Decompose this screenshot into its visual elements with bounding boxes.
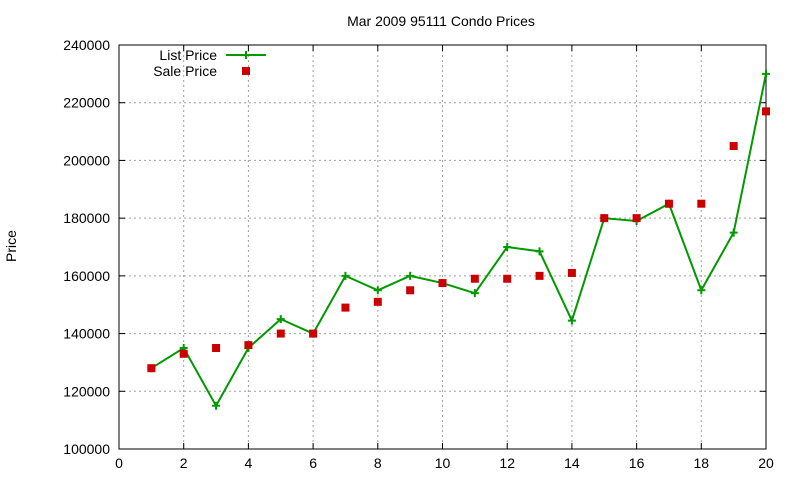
series-list-price	[147, 69, 770, 410]
legend-swatch-marker	[242, 67, 250, 75]
list-price-point	[212, 401, 221, 410]
list-price-point	[503, 243, 512, 251]
y-tick-label: 140000	[63, 326, 110, 342]
y-tick-label: 160000	[63, 268, 110, 284]
sale-price-point	[406, 286, 415, 295]
y-tick-label: 180000	[63, 210, 110, 226]
y-tick-label: 100000	[63, 441, 110, 457]
list-price-point	[535, 247, 544, 256]
sale-price-point	[664, 199, 673, 208]
grid	[119, 45, 766, 449]
legend-label: List Price	[159, 47, 217, 63]
list-price-point	[697, 286, 706, 295]
sale-price-point	[373, 297, 382, 306]
x-tick-label: 18	[694, 455, 710, 471]
x-tick-label: 12	[499, 455, 515, 471]
y-axis-label: Price	[3, 230, 19, 262]
y-tick-label: 200000	[63, 152, 110, 168]
sale-price-point	[179, 349, 188, 358]
list-price-point	[276, 315, 285, 324]
sale-price-point	[697, 199, 706, 208]
y-tick-label: 240000	[63, 37, 110, 53]
sale-price-point	[729, 142, 738, 150]
sale-price-point	[341, 303, 350, 312]
x-tick-label: 4	[245, 455, 253, 471]
series-sale-price	[147, 107, 770, 373]
sale-price-point	[212, 344, 221, 352]
ticks	[118, 44, 767, 450]
legend-swatch-marker	[242, 51, 250, 59]
x-tick-label: 6	[309, 455, 317, 471]
y-tick-label: 220000	[63, 95, 110, 111]
x-tick-label: 0	[115, 455, 123, 471]
x-tick-label: 16	[629, 455, 645, 471]
chart-title: Mar 2009 95111 Condo Prices	[347, 13, 535, 29]
sale-price-point	[535, 271, 544, 280]
list-price-point	[406, 271, 415, 280]
x-tick-label: 10	[435, 455, 451, 471]
list-price-point	[341, 271, 350, 280]
y-tick-label: 120000	[63, 383, 110, 399]
x-tick-label: 8	[374, 455, 382, 471]
legend-label: Sale Price	[153, 63, 217, 79]
sale-price-point	[632, 214, 641, 223]
y-tick-labels: 100000 120000 140000 160000 180000 200000 2200…	[63, 37, 110, 457]
sale-price-point	[600, 214, 609, 223]
list-price-point	[373, 286, 382, 295]
sale-price-point	[438, 279, 447, 288]
list-price-point	[762, 69, 770, 78]
list-price-point	[470, 289, 479, 298]
x-tick-label: 20	[758, 455, 774, 471]
x-tick-labels: 0 2 4 6 8 10 12 14 16 18 20	[115, 455, 774, 471]
sale-price-point	[470, 274, 479, 283]
x-tick-label: 14	[564, 455, 580, 471]
sale-price-point	[244, 341, 253, 350]
sale-price-point	[503, 274, 512, 283]
list-price-point	[729, 228, 738, 237]
sale-price-point	[276, 329, 285, 338]
list-price-line	[150, 73, 767, 408]
sale-price-point	[567, 268, 576, 277]
sale-price-point	[147, 364, 156, 373]
series-layer	[147, 69, 770, 410]
sale-price-point	[309, 329, 318, 338]
list-price-point	[567, 316, 576, 325]
x-tick-label: 2	[180, 455, 188, 471]
sale-price-point	[762, 107, 770, 116]
